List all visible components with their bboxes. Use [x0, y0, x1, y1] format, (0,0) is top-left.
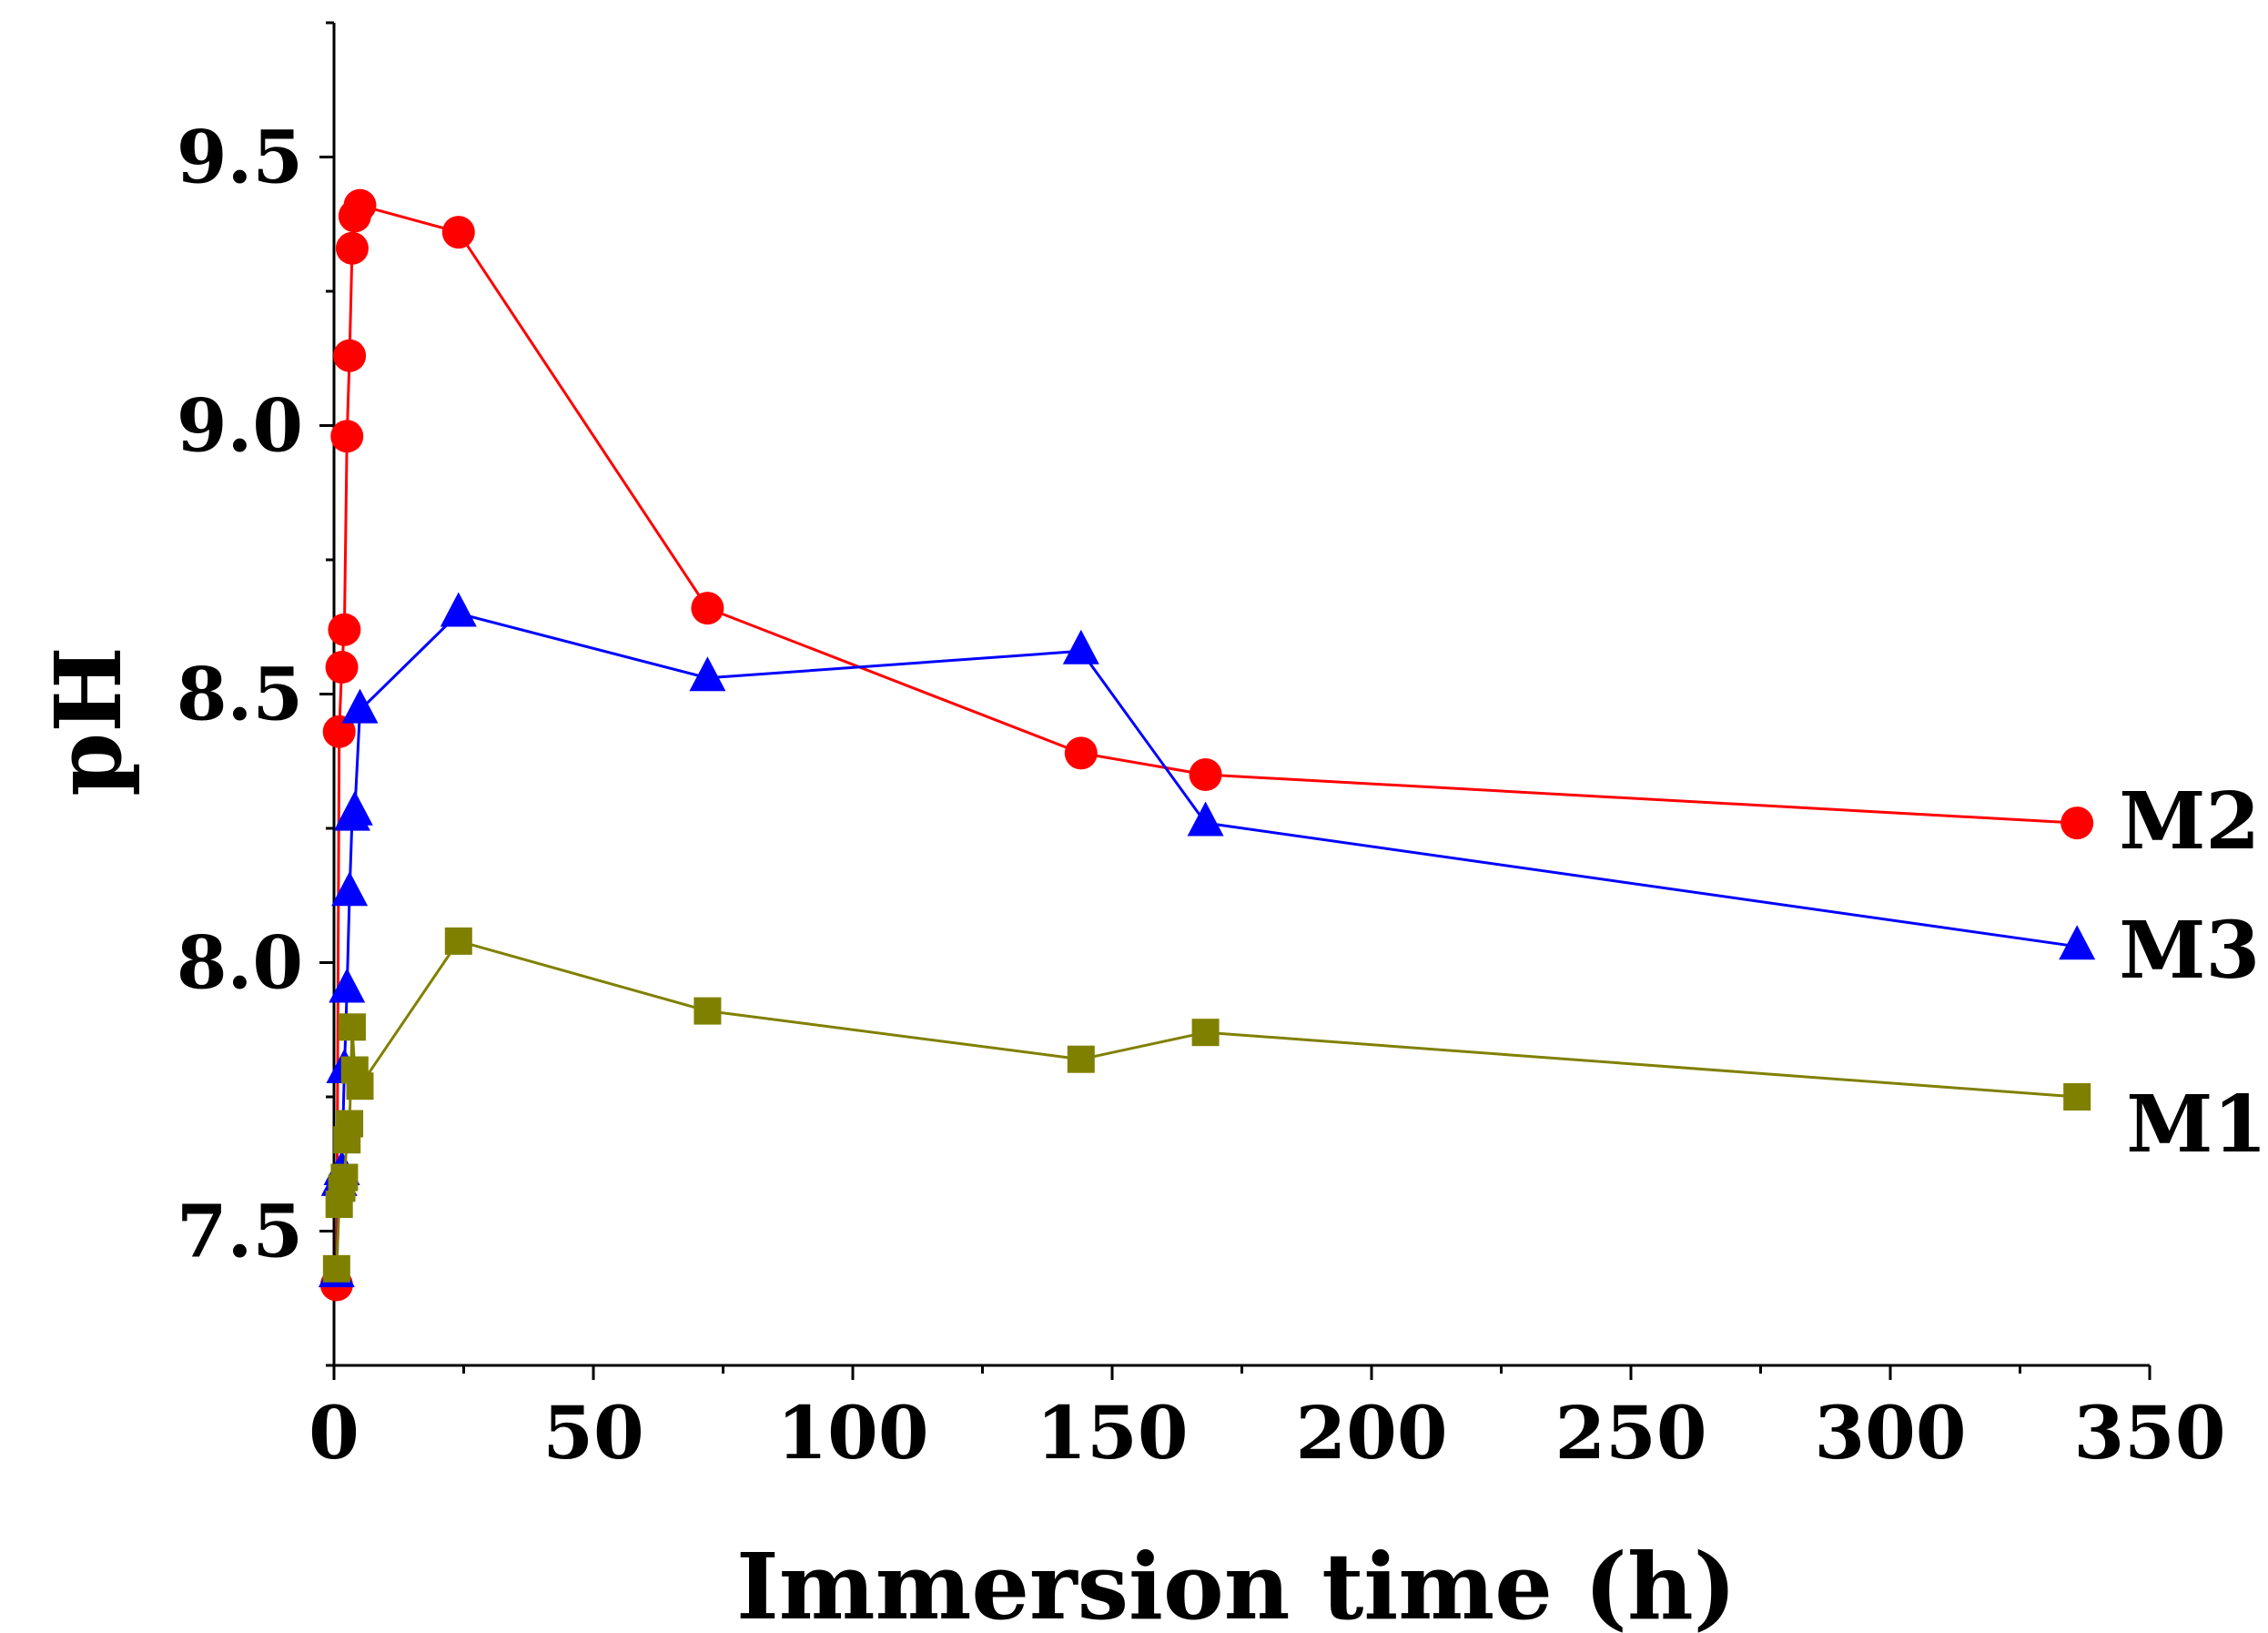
data-point-triangle: [1062, 629, 1099, 664]
data-point-square: [1067, 1045, 1095, 1073]
series-m1: [322, 927, 2091, 1283]
x-axis-title: Immersion time (h): [736, 1533, 1736, 1633]
data-point-circle: [441, 216, 475, 249]
data-point-square: [444, 927, 472, 955]
data-point-circle: [1189, 758, 1222, 791]
series-line-m2: [335, 204, 2078, 1285]
data-point-circle: [333, 339, 367, 372]
data-point-triangle: [689, 656, 726, 692]
series-label-m1: M1: [2126, 1079, 2267, 1171]
data-point-circle: [1064, 736, 1098, 770]
data-point-triangle: [1187, 801, 1224, 837]
plot-area: [332, 23, 2150, 1367]
x-tick-label: 200: [1296, 1390, 1448, 1476]
data-point-triangle: [440, 592, 477, 627]
series-line-m3: [335, 612, 2078, 1274]
x-tick-label: 100: [777, 1390, 929, 1476]
x-tick-label: 0: [309, 1390, 359, 1476]
data-point-square: [322, 1254, 350, 1283]
data-point-square: [2063, 1083, 2091, 1111]
data-point-triangle: [2059, 925, 2096, 960]
data-point-triangle: [331, 871, 369, 907]
x-tick-label: 350: [2074, 1390, 2226, 1476]
y-tick-label: 9.0: [177, 383, 303, 469]
series-labels: M2 M3 M1: [2119, 776, 2267, 1171]
data-point-square: [336, 1110, 364, 1138]
data-point-square: [346, 1072, 374, 1100]
x-tick-label: 50: [542, 1390, 643, 1476]
y-tick-label: 8.0: [177, 920, 303, 1006]
data-point-triangle: [341, 688, 379, 724]
x-tick-label: 150: [1037, 1390, 1189, 1476]
data-point-circle: [691, 592, 724, 625]
x-tick-label: 300: [1815, 1390, 1967, 1476]
y-tick-label: 9.5: [177, 115, 303, 200]
y-axis-title: pH: [35, 646, 142, 796]
x-tick-label: 250: [1555, 1390, 1707, 1476]
series: [318, 188, 2096, 1302]
series-label-m3: M3: [2119, 905, 2260, 997]
data-point-square: [330, 1163, 359, 1192]
data-point-circle: [2060, 806, 2094, 840]
series-m2: [319, 188, 2094, 1302]
series-label-m2: M2: [2119, 776, 2260, 867]
y-tick-label: 8.5: [177, 652, 303, 737]
data-point-square: [694, 997, 722, 1025]
y-tick-label: 7.5: [177, 1189, 303, 1274]
data-point-circle: [325, 651, 359, 684]
data-point-circle: [328, 613, 361, 646]
data-point-triangle: [329, 968, 366, 1003]
data-point-circle: [343, 188, 377, 222]
data-point-circle: [335, 231, 369, 265]
series-line-m1: [335, 939, 2078, 1269]
data-point-triangle: [336, 790, 373, 826]
series-m3: [318, 592, 2096, 1288]
data-point-circle: [330, 420, 364, 453]
ticks: 0 50 100 150 200 250 300 350 7.5 8.0 8.5 9.0 9.5: [177, 21, 2226, 1476]
data-point-square: [1191, 1019, 1220, 1047]
data-point-circle: [322, 715, 356, 748]
data-point-square: [338, 1013, 366, 1041]
